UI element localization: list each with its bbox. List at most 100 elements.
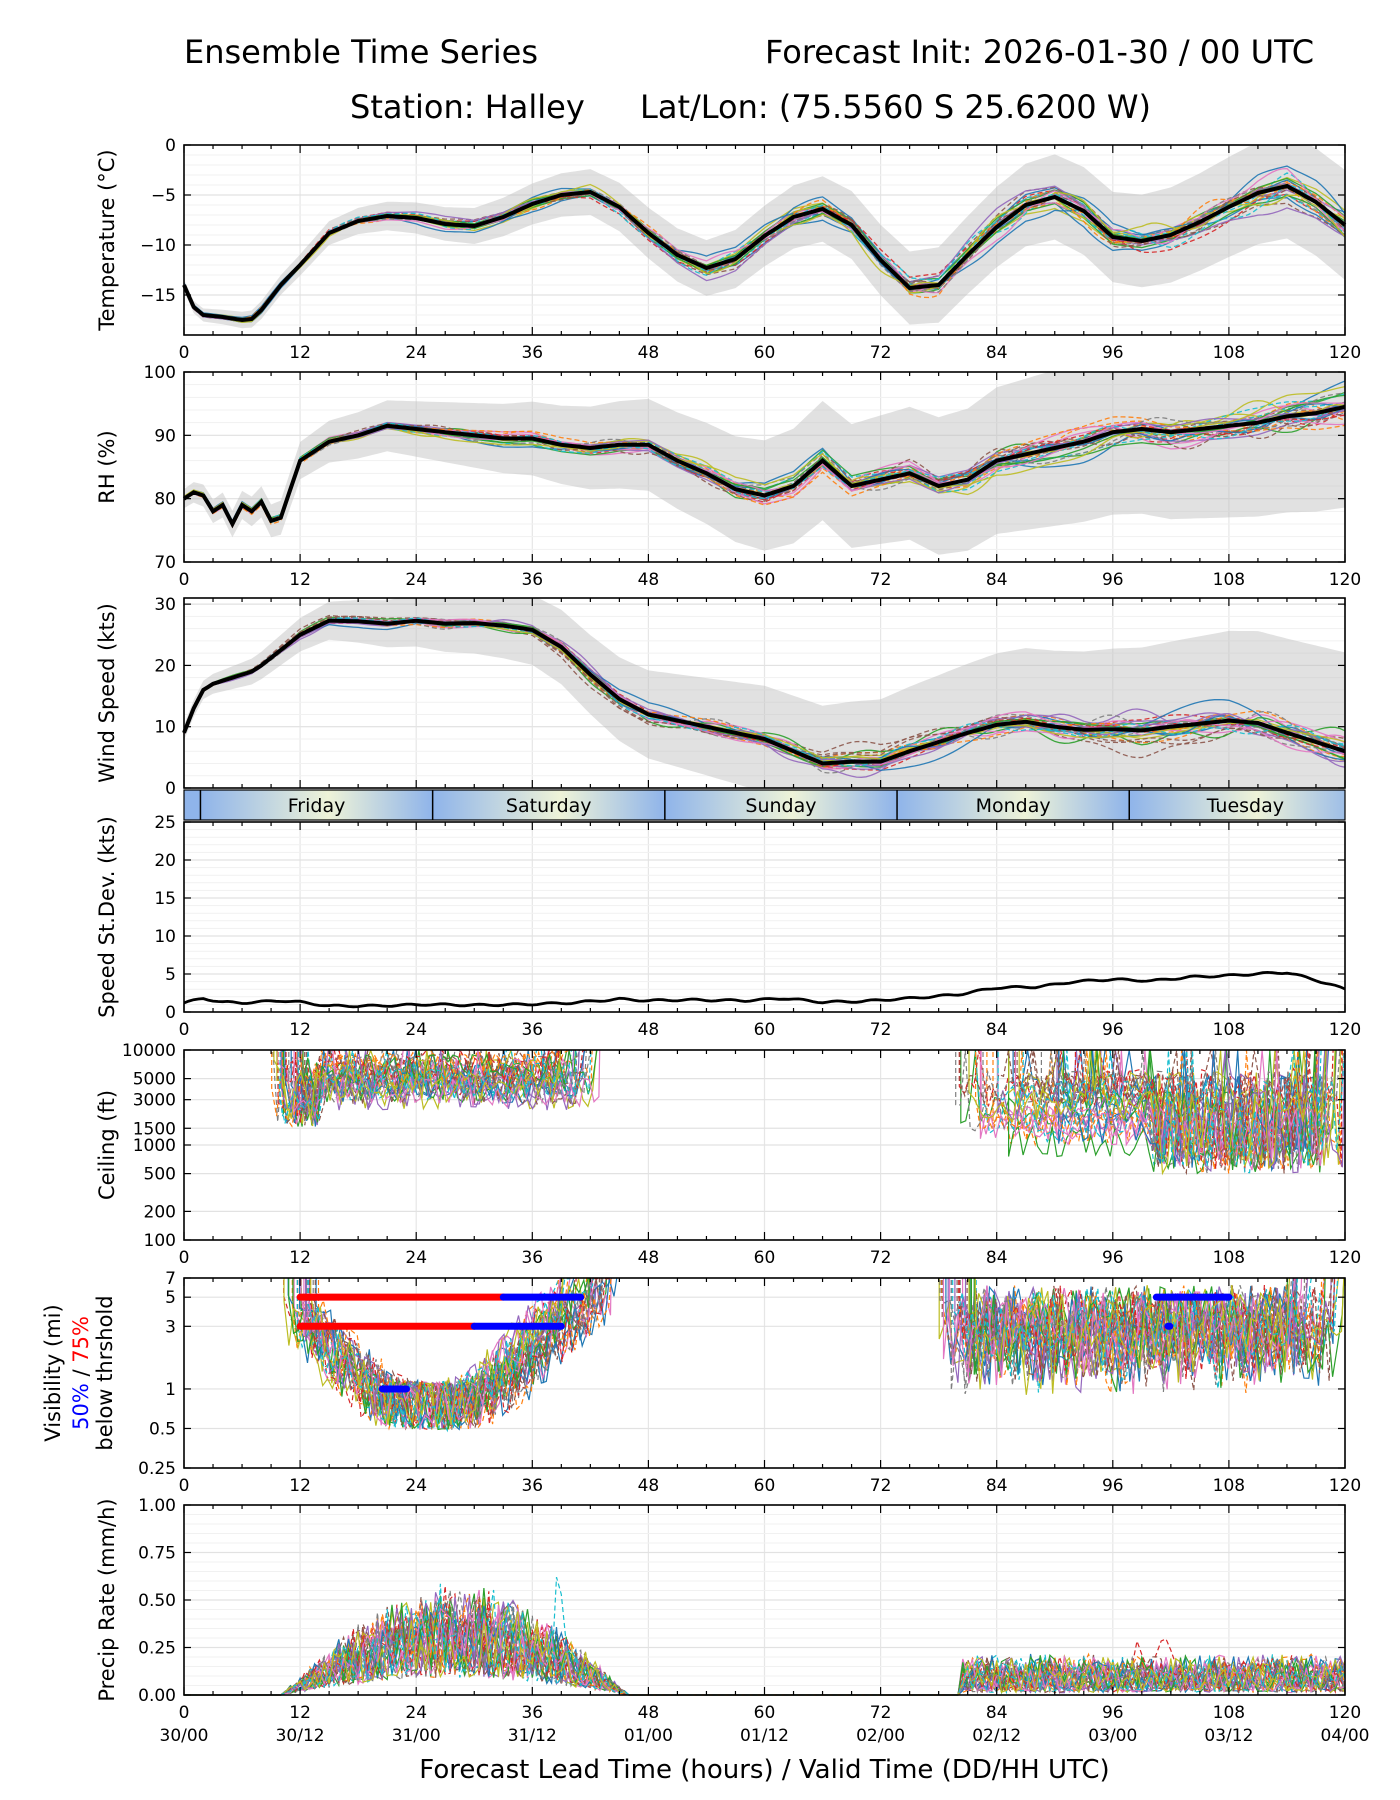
ceiling-member — [1094, 1050, 1311, 1174]
x-tick-label: 24 — [405, 570, 427, 590]
y-axis-label: Ceiling (ft) — [95, 1090, 119, 1200]
x-tick-label: 72 — [870, 343, 892, 363]
x-tick-label: 120 — [1329, 343, 1361, 363]
y-tick-label: 1.00 — [138, 1496, 176, 1516]
y-tick-label: 0.00 — [138, 1686, 176, 1706]
x-tick-label: 96 — [1102, 1476, 1124, 1496]
label-75-percent: 75% — [69, 1316, 93, 1363]
y-tick-label: 80 — [154, 490, 176, 510]
valid-time-label: 30/00 — [160, 1726, 209, 1746]
station-name: Station: Halley — [350, 88, 585, 126]
y-tick-label: −15 — [140, 286, 176, 306]
x-tick-label: 60 — [754, 1248, 776, 1268]
day-segment — [897, 790, 1130, 820]
ensemble-mean — [182, 404, 1346, 529]
valid-time-label: 31/12 — [508, 1726, 557, 1746]
y-tick-label: 30 — [154, 595, 176, 615]
x-tick-label: 108 — [1213, 1703, 1245, 1723]
x-tick-label: 60 — [754, 1020, 776, 1040]
y-tick-label: 0.75 — [138, 1544, 176, 1564]
label-50-percent: 50% — [69, 1383, 93, 1430]
y-axis-label: Visibility (mi) — [41, 1304, 65, 1441]
visibility-member — [307, 1278, 571, 1429]
y-tick-label: 7 — [165, 1269, 176, 1289]
x-tick-label: 48 — [638, 1248, 660, 1268]
y-tick-label: 1 — [165, 1380, 176, 1400]
x-tick-label: 72 — [870, 1703, 892, 1723]
y-axis-label: Speed St.Dev. (kts) — [95, 816, 119, 1018]
y-tick-label: 0.50 — [138, 1591, 176, 1611]
ensemble-spread — [184, 598, 1345, 788]
day-band-inner: Friday Saturday Sunday Monday Tuesday — [184, 790, 1345, 820]
ceiling-member — [1040, 1050, 1341, 1172]
ceiling-member — [979, 1050, 1338, 1166]
y-tick-label: 0 — [165, 1003, 176, 1023]
visibility-member — [950, 1278, 1293, 1391]
y-tick-label: 10000 — [122, 1041, 176, 1061]
y-tick-label: 100 — [144, 363, 176, 383]
ceiling-member — [1062, 1050, 1328, 1173]
y-tick-label: 10 — [154, 927, 176, 947]
x-tick-label: 48 — [638, 1020, 660, 1040]
y-tick-label: 0 — [165, 779, 176, 799]
day-label-tuesday: Tuesday — [1206, 795, 1284, 817]
x-tick-label: 0 — [179, 1476, 190, 1496]
x-tick-label: 108 — [1213, 343, 1245, 363]
x-tick-label: 36 — [521, 343, 543, 363]
x-tick-label: 60 — [754, 1476, 776, 1496]
stdev-line — [183, 970, 1346, 1009]
x-tick-label: 0 — [179, 1248, 190, 1268]
x-tick-label: 36 — [521, 570, 543, 590]
valid-time-label: 31/00 — [392, 1726, 441, 1746]
ensemble-member — [183, 618, 1345, 770]
x-tick-label: 36 — [521, 1248, 543, 1268]
ceiling-member — [1074, 1050, 1334, 1172]
y-tick-label: −10 — [140, 236, 176, 256]
x-tick-label: 24 — [405, 1020, 427, 1040]
y-axis-label-percent: 50% / 75% — [69, 1316, 93, 1430]
ceiling-member — [982, 1050, 1345, 1172]
y-tick-label: 70 — [154, 553, 176, 573]
valid-time-label: 03/00 — [1088, 1726, 1137, 1746]
x-tick-label: 12 — [289, 1020, 311, 1040]
y-tick-label: 3 — [165, 1317, 176, 1337]
x-tick-label: 0 — [179, 1703, 190, 1723]
x-tick-label: 0 — [179, 343, 190, 363]
x-tick-label: 48 — [638, 1476, 660, 1496]
x-tick-label: 36 — [521, 1020, 543, 1040]
x-tick-label: 24 — [405, 343, 427, 363]
x-tick-label: 24 — [405, 1703, 427, 1723]
x-tick-label: 48 — [638, 1703, 660, 1723]
y-tick-label: 15 — [154, 889, 176, 909]
y-tick-label: 200 — [144, 1202, 176, 1222]
chart-title: Ensemble Time Series — [184, 33, 538, 71]
ceiling-member — [296, 1050, 570, 1124]
y-axis-label: Wind Speed (kts) — [95, 603, 119, 783]
ceiling-member — [272, 1050, 580, 1122]
day-band-frame — [183, 789, 1346, 821]
ceiling-member — [975, 1050, 1318, 1176]
y-tick-label: 5 — [165, 1288, 176, 1308]
ceiling-member — [997, 1050, 1345, 1174]
x-tick-label: 36 — [521, 1476, 543, 1496]
ceiling-member — [1022, 1050, 1322, 1166]
y-tick-label: 25 — [154, 813, 176, 833]
x-tick-label: 36 — [521, 1703, 543, 1723]
y-tick-label: 5 — [165, 965, 176, 985]
x-tick-label: 84 — [986, 1020, 1008, 1040]
y-axis-label: Precip Rate (mm/h) — [95, 1498, 119, 1701]
x-tick-label: 120 — [1329, 1476, 1361, 1496]
day-segment — [200, 790, 433, 820]
y-tick-label: 1000 — [133, 1136, 176, 1156]
x-tick-label: 96 — [1102, 1703, 1124, 1723]
ensemble-member — [183, 407, 1346, 527]
x-tick-label: 24 — [405, 1476, 427, 1496]
x-tick-label: 108 — [1213, 570, 1245, 590]
x-axis-label: Forecast Lead Time (hours) / Valid Time … — [419, 1755, 1109, 1785]
y-axis-label: Temperature (°C) — [95, 149, 119, 331]
x-tick-label: 12 — [289, 1703, 311, 1723]
valid-time-label: 30/12 — [276, 1726, 325, 1746]
valid-time-label: 02/12 — [972, 1726, 1021, 1746]
y-tick-label: 3000 — [133, 1091, 176, 1111]
